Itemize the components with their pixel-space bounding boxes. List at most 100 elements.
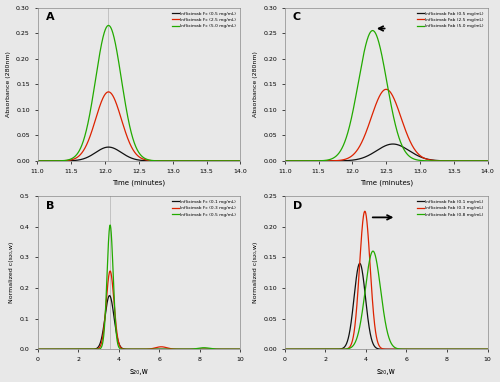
Infliximab Fab (0.8 mg/mL): [480, 347, 486, 351]
Infliximab Fc (0.1 mg/mL): [121, 347, 127, 351]
Infliximab Fc (2.5 mg/mL): [232, 159, 237, 163]
Infliximab Fab (0.3 mg/mL): [282, 347, 288, 351]
Line: Infliximab Fc (5.0 mg/mL): Infliximab Fc (5.0 mg/mL): [38, 26, 240, 161]
Infliximab Fc (0.3 mg/mL): [234, 347, 239, 351]
Infliximab Fab (5.0 mg/mL): [292, 159, 298, 163]
Infliximab Fc (5.0 mg/mL): [106, 23, 112, 28]
Line: Infliximab Fab (2.5 mg/mL): Infliximab Fab (2.5 mg/mL): [284, 89, 488, 161]
Infliximab Fc (0.1 mg/mL): [212, 347, 218, 351]
Infliximab Fab (2.5 mg/mL): [380, 88, 386, 93]
Infliximab Fab (2.5 mg/mL): [478, 159, 484, 163]
Infliximab Fab (0.8 mg/mL): [370, 249, 376, 253]
Line: Infliximab Fc (0.1 mg/mL): Infliximab Fc (0.1 mg/mL): [38, 296, 240, 349]
Infliximab Fc (5.0 mg/mL): [128, 129, 134, 133]
Infliximab Fc (0.5 mg/mL): [34, 159, 40, 163]
Infliximab Fc (0.3 mg/mL): [70, 347, 75, 351]
Infliximab Fc (0.3 mg/mL): [238, 347, 244, 351]
Infliximab Fc (2.5 mg/mL): [232, 159, 237, 163]
Infliximab Fc (5.0 mg/mL): [45, 159, 51, 163]
Infliximab Fc (0.3 mg/mL): [212, 347, 218, 351]
Infliximab Fab (0.3 mg/mL): [360, 222, 366, 227]
Y-axis label: Normalized c(s₂₀,w): Normalized c(s₂₀,w): [10, 242, 14, 303]
Infliximab Fab (5.0 mg/mL): [370, 28, 376, 33]
X-axis label: Time (minutes): Time (minutes): [112, 179, 166, 186]
Line: Infliximab Fc (0.5 mg/mL): Infliximab Fc (0.5 mg/mL): [38, 147, 240, 161]
Infliximab Fc (5.0 mg/mL): [194, 159, 200, 163]
Infliximab Fc (0.1 mg/mL): [112, 324, 118, 329]
Infliximab Fab (0.1 mg/mL): [368, 336, 374, 341]
Infliximab Fab (0.1 mg/mL): [360, 271, 366, 275]
Infliximab Fc (0.1 mg/mL): [58, 347, 64, 351]
Infliximab Fc (2.5 mg/mL): [45, 159, 51, 163]
Infliximab Fab (5.0 mg/mL): [282, 159, 288, 163]
Infliximab Fab (0.1 mg/mL): [480, 347, 486, 351]
Infliximab Fc (0.1 mg/mL): [234, 347, 239, 351]
Infliximab Fab (5.0 mg/mL): [478, 159, 484, 163]
Line: Infliximab Fab (0.8 mg/mL): Infliximab Fab (0.8 mg/mL): [284, 251, 488, 349]
Infliximab Fc (0.1 mg/mL): [34, 347, 40, 351]
Infliximab Fab (0.1 mg/mL): [317, 347, 323, 351]
Infliximab Fab (0.1 mg/mL): [305, 347, 311, 351]
Line: Infliximab Fab (0.1 mg/mL): Infliximab Fab (0.1 mg/mL): [284, 263, 488, 349]
Infliximab Fc (0.5 mg/mL): [121, 347, 127, 351]
Infliximab Fab (5.0 mg/mL): [380, 61, 386, 66]
Infliximab Fc (0.3 mg/mL): [121, 347, 127, 351]
X-axis label: s₂₀,w: s₂₀,w: [376, 367, 396, 376]
Line: Infliximab Fab (0.5 mg/mL): Infliximab Fab (0.5 mg/mL): [284, 144, 488, 161]
Infliximab Fab (0.5 mg/mL): [380, 144, 386, 149]
Infliximab Fc (0.1 mg/mL): [70, 347, 75, 351]
Infliximab Fc (5.0 mg/mL): [133, 146, 139, 150]
Y-axis label: Absorbance (280nm): Absorbance (280nm): [6, 51, 10, 117]
Legend: Infliximab Fc (0.5 mg/mL), Infliximab Fc (2.5 mg/mL), Infliximab Fc (5.0 mg/mL): Infliximab Fc (0.5 mg/mL), Infliximab Fc…: [170, 10, 238, 30]
Infliximab Fc (0.5 mg/mL): [232, 159, 237, 163]
Infliximab Fc (0.3 mg/mL): [112, 316, 118, 320]
Legend: Infliximab Fc (0.1 mg/mL), Infliximab Fc (0.3 mg/mL), Infliximab Fc (0.5 mg/mL): Infliximab Fc (0.1 mg/mL), Infliximab Fc…: [170, 198, 238, 219]
Line: Infliximab Fab (0.3 mg/mL): Infliximab Fab (0.3 mg/mL): [284, 211, 488, 349]
Infliximab Fc (2.5 mg/mL): [194, 159, 200, 163]
Infliximab Fc (0.5 mg/mL): [128, 155, 134, 160]
Infliximab Fc (2.5 mg/mL): [106, 90, 112, 94]
Infliximab Fc (5.0 mg/mL): [232, 159, 237, 163]
Infliximab Fab (0.3 mg/mL): [368, 283, 374, 287]
Infliximab Fab (0.5 mg/mL): [484, 159, 490, 163]
Infliximab Fc (0.5 mg/mL): [133, 157, 139, 162]
Infliximab Fab (0.8 mg/mL): [368, 251, 374, 256]
Infliximab Fab (0.8 mg/mL): [484, 347, 490, 351]
Infliximab Fc (0.3 mg/mL): [58, 347, 64, 351]
Line: Infliximab Fc (0.5 mg/mL): Infliximab Fc (0.5 mg/mL): [38, 225, 240, 349]
Infliximab Fab (0.1 mg/mL): [357, 261, 363, 265]
Infliximab Fab (0.1 mg/mL): [282, 347, 288, 351]
Infliximab Fc (5.0 mg/mL): [34, 159, 40, 163]
Line: Infliximab Fab (5.0 mg/mL): Infliximab Fab (5.0 mg/mL): [284, 31, 488, 161]
Infliximab Fab (0.5 mg/mL): [479, 159, 485, 163]
Infliximab Fc (0.5 mg/mL): [238, 159, 244, 163]
Infliximab Fc (0.5 mg/mL): [106, 145, 112, 149]
Text: B: B: [46, 201, 54, 210]
Infliximab Fab (0.3 mg/mL): [317, 347, 323, 351]
Infliximab Fc (5.0 mg/mL): [238, 159, 244, 163]
Infliximab Fc (0.5 mg/mL): [232, 159, 237, 163]
Infliximab Fab (0.5 mg/mL): [375, 147, 381, 152]
Infliximab Fab (0.3 mg/mL): [484, 347, 490, 351]
Line: Infliximab Fc (0.3 mg/mL): Infliximab Fc (0.3 mg/mL): [38, 271, 240, 349]
Infliximab Fc (2.5 mg/mL): [133, 152, 139, 157]
Infliximab Fab (2.5 mg/mL): [292, 159, 298, 163]
Line: Infliximab Fc (2.5 mg/mL): Infliximab Fc (2.5 mg/mL): [38, 92, 240, 161]
Y-axis label: Absorbance (280nm): Absorbance (280nm): [253, 51, 258, 117]
Infliximab Fab (0.5 mg/mL): [442, 159, 448, 163]
Infliximab Fab (2.5 mg/mL): [383, 87, 389, 92]
Infliximab Fab (0.1 mg/mL): [484, 347, 490, 351]
Text: C: C: [293, 12, 301, 22]
Infliximab Fab (5.0 mg/mL): [479, 159, 485, 163]
Infliximab Fc (2.5 mg/mL): [34, 159, 40, 163]
Infliximab Fab (0.3 mg/mL): [362, 209, 368, 214]
Legend: Infliximab Fab (0.5 mg/mL), Infliximab Fab (2.5 mg/mL), Infliximab Fab (5.0 mg/m: Infliximab Fab (0.5 mg/mL), Infliximab F…: [416, 10, 486, 30]
Text: A: A: [46, 12, 54, 22]
Infliximab Fc (0.1 mg/mL): [106, 293, 112, 298]
Infliximab Fab (5.0 mg/mL): [442, 159, 448, 163]
Legend: Infliximab Fab (0.1 mg/mL), Infliximab Fab (0.3 mg/mL), Infliximab Fab (0.8 mg/m: Infliximab Fab (0.1 mg/mL), Infliximab F…: [416, 198, 486, 219]
Infliximab Fab (0.3 mg/mL): [459, 347, 465, 351]
Infliximab Fc (0.5 mg/mL): [234, 347, 239, 351]
Infliximab Fc (0.1 mg/mL): [238, 347, 244, 351]
X-axis label: Time (minutes): Time (minutes): [360, 179, 412, 186]
